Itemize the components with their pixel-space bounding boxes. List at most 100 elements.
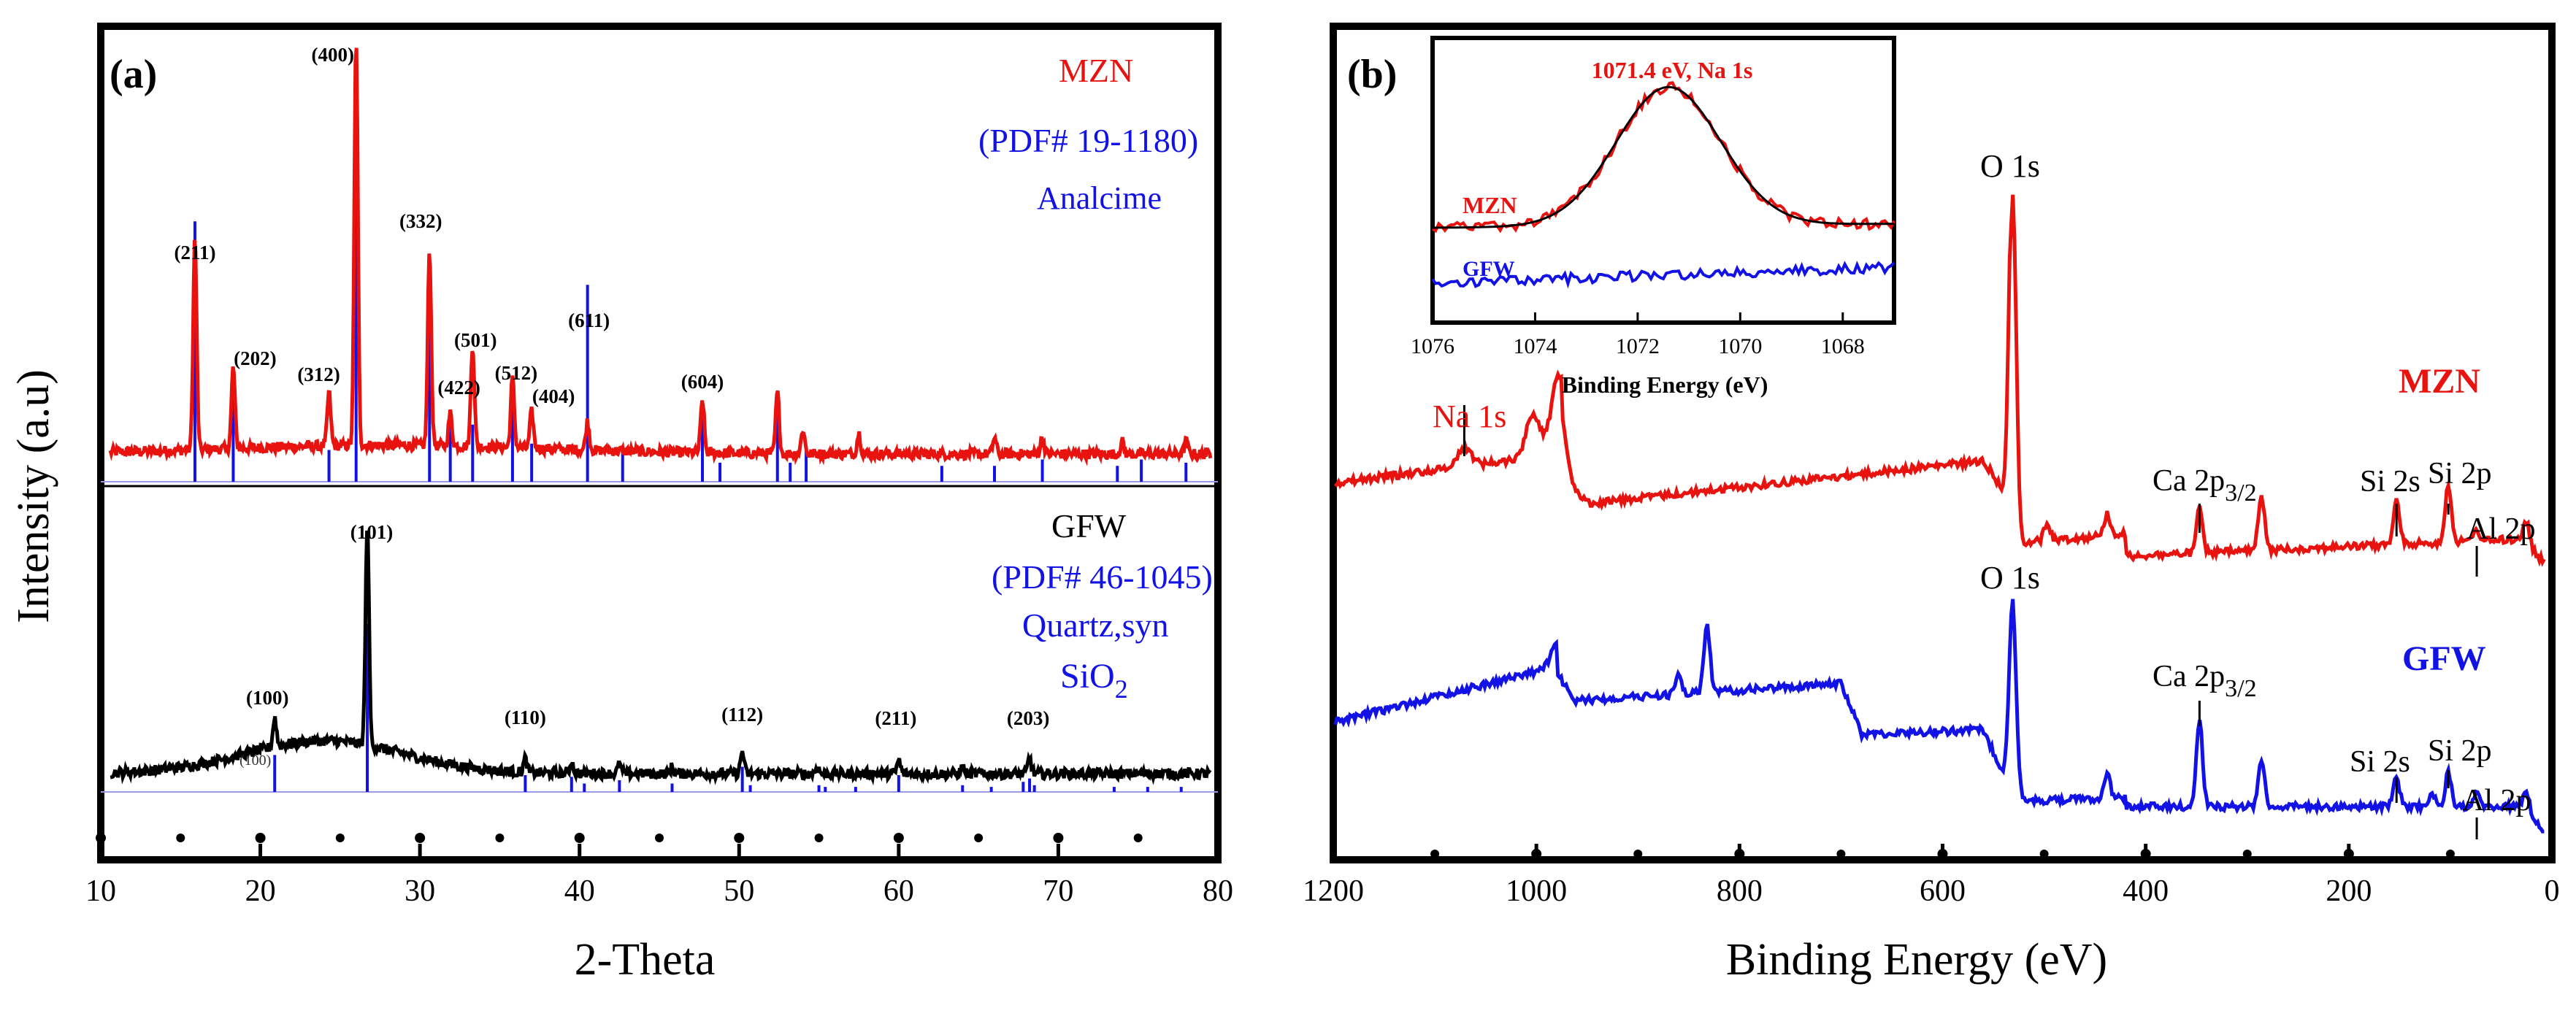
ca2p-label-gfw: Ca 2p3/2: [2153, 660, 2257, 702]
panel-b-xtick-label-4: 400: [2123, 874, 2169, 908]
na1s-label: Na 1s: [1433, 399, 1506, 434]
panel-a-xtick-label-6: 70: [1043, 874, 1073, 908]
panel-a-major-dot-5: [893, 833, 904, 843]
gfw-pdf-label: (PDF# 46-1045): [992, 558, 1213, 596]
panel-a-major-dot-1: [255, 833, 266, 843]
mzn-pdf-label: (PDF# 19-1180): [978, 122, 1198, 159]
panel-b-minor-dot-5: [2445, 850, 2455, 858]
panel-a-major-dot-3: [574, 833, 585, 843]
o1s-label-gfw: O 1s: [1980, 560, 2040, 596]
panel-a-minor-dot-6: [1133, 834, 1143, 842]
panel-a-xtick-label-1: 20: [245, 874, 276, 908]
panel-b-xtick-label-3: 600: [1920, 874, 1966, 908]
mzn-hkl-label-3: (400): [311, 44, 353, 66]
panel-a-frame: [97, 23, 1222, 863]
panel-a-xtick-label-0: 10: [85, 874, 116, 908]
panel-b-xtick-label-6: 0: [2545, 874, 2560, 908]
panel-a-ylabel: Intensity (a.u): [9, 369, 58, 623]
panel-b-minor-dot-3: [2039, 850, 2049, 858]
gfw-label-a: GFW: [1051, 507, 1127, 544]
panel-a-minor-dot-2: [495, 834, 505, 842]
mzn-phase-label: Analcime: [1037, 180, 1162, 216]
panel-b-xtick-label-1: 1000: [1506, 874, 1567, 908]
panel-a-ticks: 10 20 30 40 50 60 70 80: [85, 833, 1233, 908]
ca2p-label-mzn: Ca 2p3/2: [2153, 464, 2257, 507]
ca2p-label-gfw-sub: 3/2: [2225, 675, 2256, 702]
al2p-label-mzn: Al 2p: [2466, 512, 2536, 546]
panel-a-xtick-label-2: 30: [405, 874, 435, 908]
panel-b-minor-dot-1: [1633, 850, 1643, 858]
panel-a-gfw-series: [110, 530, 1212, 786]
panel-a-label: (a): [110, 52, 157, 97]
mzn-hkl-label-6: (501): [454, 329, 497, 351]
o1s-label-mzn: O 1s: [1980, 148, 2040, 184]
gfw-label-b: GFW: [2402, 639, 2486, 678]
panel-b-mzn-series: [1333, 194, 2546, 567]
panel-b-major-dot-2: [1734, 849, 1745, 859]
gfw-formula-base: SiO: [1060, 657, 1115, 696]
panel-a-xtick-label-4: 50: [724, 874, 754, 908]
mzn-hkl-label-4: (332): [399, 210, 442, 232]
panel-a-xtick-label-5: 60: [883, 874, 914, 908]
panel-a-major-dot-0: [96, 833, 106, 843]
mzn-hkl-label-2: (312): [297, 363, 340, 385]
panel-b: 1200 1000 800 600 400 200 0 (b) MZN GFW Na 1s …: [1303, 23, 2560, 985]
si2s-label-gfw: Si 2s: [2350, 745, 2410, 779]
gfw-hkl-label-8: (211): [875, 707, 916, 729]
mzn-hkl-label-9: (611): [568, 309, 610, 331]
mzn-hkl-label-0: (211): [174, 242, 215, 263]
panel-a: (211) (202) (312) (400) (332) (422) (501) (512)…: [9, 23, 1233, 985]
panel-b-xlabel: Binding Energy (eV): [1726, 935, 2107, 985]
inset-xtick-label-0: 1076: [1411, 334, 1454, 358]
panel-b-major-dot-4: [2140, 849, 2151, 859]
panel-a-xtick-label-7: 80: [1203, 874, 1233, 908]
inset-xtick-label-4: 1068: [1821, 334, 1865, 358]
si2s-label-mzn: Si 2s: [2360, 465, 2420, 499]
panel-b-gfw-series: [1333, 599, 2545, 834]
inset-mzn-label: MZN: [1463, 192, 1517, 218]
gfw-hkl-label-6: (112): [721, 704, 763, 726]
mzn-label-b: MZN: [2399, 362, 2480, 401]
panel-a-reference-lines: [193, 164, 1188, 792]
ca2p-label-mzn-base: Ca 2p: [2153, 464, 2225, 498]
panel-b-major-dot-1: [1531, 849, 1542, 859]
panel-a-mzn-series: [108, 47, 1213, 466]
gfw-formula-sub: 2: [1115, 674, 1128, 704]
si2p-label-gfw: Si 2p: [2428, 734, 2492, 768]
gfw-hkl-label-10: (203): [1007, 707, 1049, 729]
inset-xtick-label-3: 1070: [1718, 334, 1762, 358]
panel-b-xtick-label-0: 1200: [1303, 874, 1364, 908]
panel-a-major-dot-2: [415, 833, 426, 843]
panel-a-xtick-label-3: 40: [564, 874, 595, 908]
mzn-hkl-label-1: (202): [234, 347, 276, 369]
panel-b-minor-dot-2: [1836, 850, 1846, 858]
ca2p-label-mzn-sub: 3/2: [2225, 480, 2256, 507]
gfw-hkl-label-2: (110): [505, 707, 546, 728]
gfw-formula-label: SiO2: [1060, 657, 1128, 704]
inset-gfw-series: [1431, 261, 1895, 289]
panel-a-small-label: (100): [239, 753, 271, 769]
panel-b-major-dot-5: [2343, 849, 2354, 859]
inset-fit-series: [1433, 85, 1894, 229]
ca2p-label-gfw-base: Ca 2p: [2153, 660, 2225, 693]
panel-b-xtick-label-2: 800: [1717, 874, 1763, 908]
panel-a-minor-dot-3: [655, 834, 664, 842]
panel-b-annotation-lines: [1463, 405, 2478, 839]
gfw-hkl-label-1: (101): [350, 521, 393, 543]
panel-b-minor-dot-0: [1430, 850, 1440, 858]
gfw-hkl-label-0: (100): [246, 687, 288, 709]
inset-xlabel: Binding Energy (eV): [1562, 372, 1768, 398]
inset-gfw-label: GFW: [1463, 257, 1515, 281]
panel-a-xlabel: 2-Theta: [575, 935, 716, 985]
panel-b-label: (b): [1347, 52, 1397, 97]
mzn-hkl-label-10: (604): [681, 371, 724, 393]
inset-title: 1071.4 eV, Na 1s: [1592, 57, 1753, 83]
inset-xtick-label-2: 1072: [1616, 334, 1660, 358]
panel-a-hkl-labels: (211) (202) (312) (400) (332) (422) (501) (512)…: [174, 44, 1049, 729]
mzn-hkl-label-8: (404): [532, 385, 575, 407]
si2p-label-mzn: Si 2p: [2428, 457, 2492, 490]
panel-b-ticks: 1200 1000 800 600 400 200 0: [1303, 844, 2560, 908]
panel-a-minor-dot-0: [176, 834, 185, 842]
panel-b-minor-dot-4: [2242, 850, 2252, 858]
